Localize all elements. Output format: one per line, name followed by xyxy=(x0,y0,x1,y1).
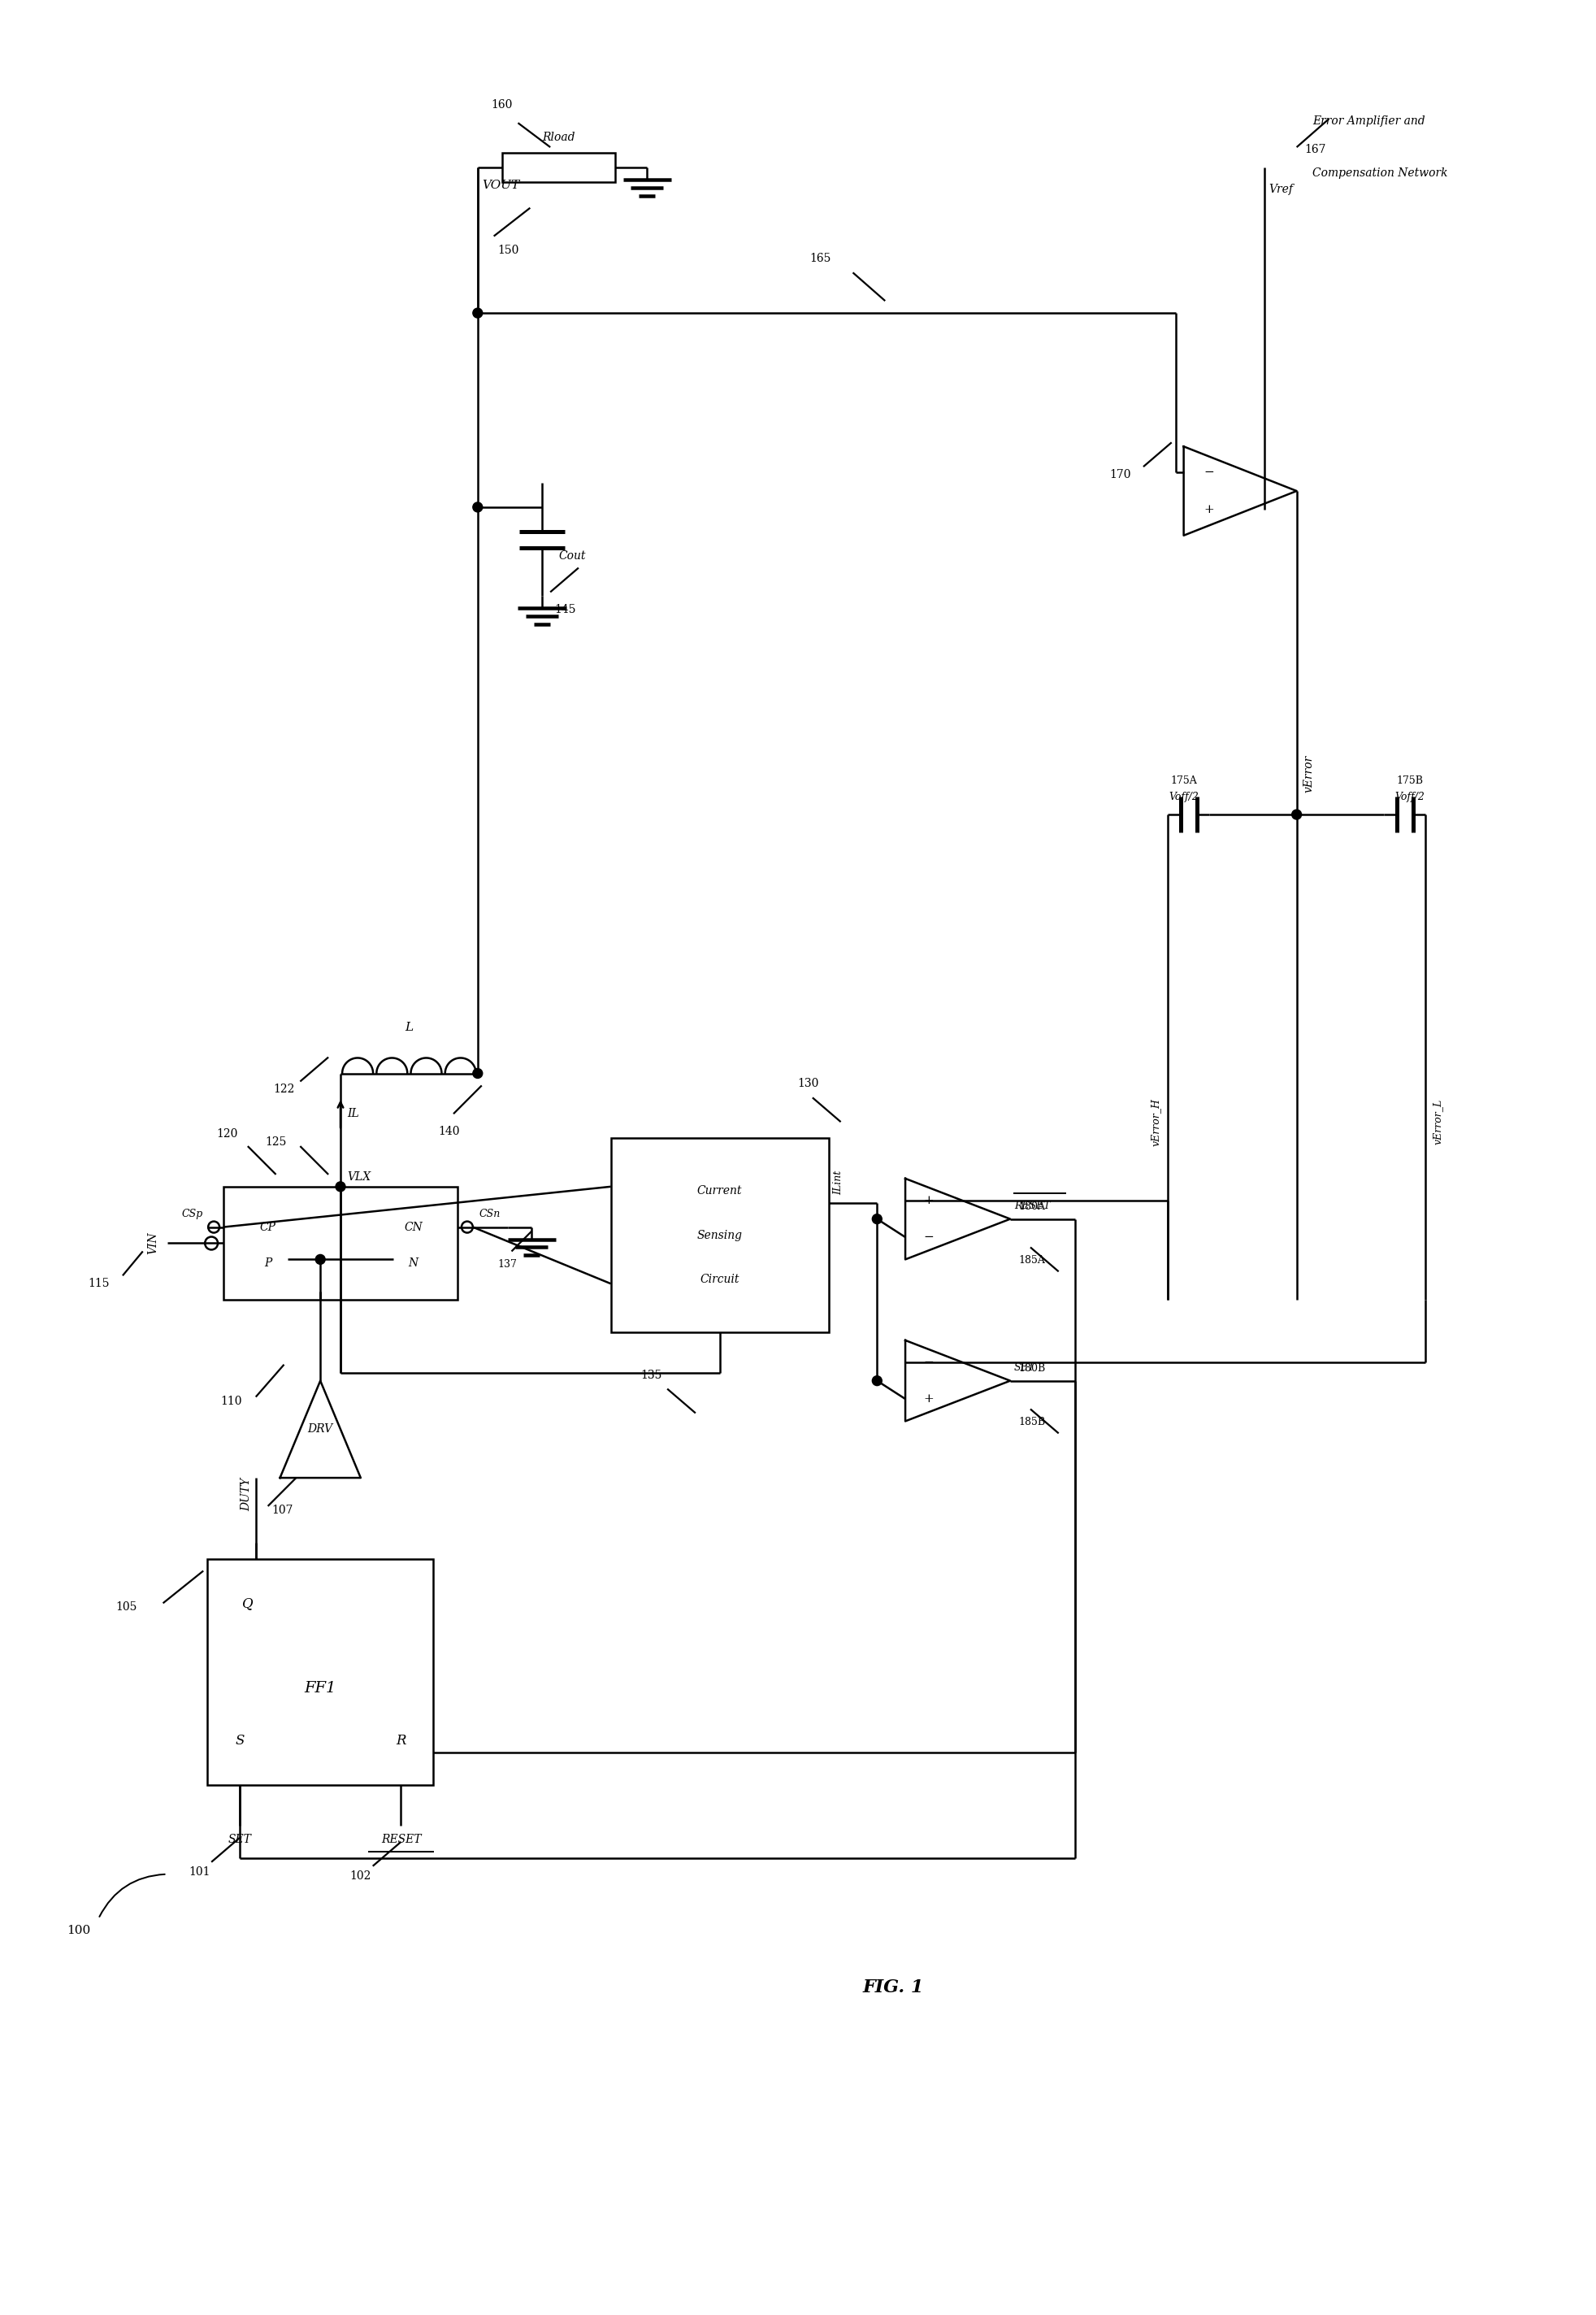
Text: 180B: 180B xyxy=(1018,1364,1045,1373)
Text: IL: IL xyxy=(346,1109,359,1120)
Text: SET: SET xyxy=(228,1833,252,1845)
Text: VOUT: VOUT xyxy=(482,181,519,190)
Text: 167: 167 xyxy=(1304,144,1326,155)
Circle shape xyxy=(1291,810,1301,820)
Text: 140: 140 xyxy=(439,1125,460,1137)
Text: Rload: Rload xyxy=(543,132,575,144)
Text: FIG. 1: FIG. 1 xyxy=(862,1979,924,1996)
Text: SET: SET xyxy=(1013,1361,1036,1373)
Text: L: L xyxy=(405,1021,413,1032)
Text: 185A: 185A xyxy=(1018,1255,1045,1266)
Circle shape xyxy=(335,1181,345,1192)
Circle shape xyxy=(472,1070,482,1079)
Text: Current: Current xyxy=(697,1185,742,1197)
Text: +: + xyxy=(924,1195,934,1206)
Text: CN: CN xyxy=(404,1222,423,1234)
Text: 125: 125 xyxy=(265,1137,287,1148)
Text: −: − xyxy=(924,1357,934,1368)
Text: 102: 102 xyxy=(350,1871,372,1882)
Text: +: + xyxy=(924,1394,934,1405)
Text: vError_H: vError_H xyxy=(1151,1097,1162,1146)
Text: 122: 122 xyxy=(273,1083,295,1095)
Circle shape xyxy=(316,1255,326,1264)
Circle shape xyxy=(873,1375,883,1387)
Circle shape xyxy=(873,1213,883,1225)
Text: +: + xyxy=(1203,505,1215,516)
Text: RESET: RESET xyxy=(381,1833,421,1845)
Text: 105: 105 xyxy=(117,1602,137,1614)
Text: Voff/2: Voff/2 xyxy=(1168,792,1199,803)
Text: 150: 150 xyxy=(498,245,519,255)
Text: 185B: 185B xyxy=(1018,1417,1045,1428)
Text: 175A: 175A xyxy=(1170,776,1197,787)
Text: 165: 165 xyxy=(809,252,832,264)
Text: −: − xyxy=(1203,468,1215,477)
Text: 110: 110 xyxy=(220,1396,243,1408)
Text: VLX: VLX xyxy=(346,1171,370,1183)
Text: P: P xyxy=(263,1257,271,1269)
Text: 137: 137 xyxy=(498,1259,517,1271)
Text: 100: 100 xyxy=(67,1926,89,1935)
Text: Sensing: Sensing xyxy=(697,1229,742,1241)
FancyArrowPatch shape xyxy=(99,1875,164,1917)
Text: Voff/2: Voff/2 xyxy=(1395,792,1425,803)
Bar xyxy=(207,1558,433,1785)
Text: 130: 130 xyxy=(798,1079,819,1090)
Circle shape xyxy=(472,502,482,512)
Text: 145: 145 xyxy=(554,604,576,616)
Text: 160: 160 xyxy=(492,100,512,111)
Text: Circuit: Circuit xyxy=(701,1273,739,1285)
Text: R: R xyxy=(396,1734,405,1748)
Bar xyxy=(611,1139,828,1331)
Text: VIN: VIN xyxy=(147,1232,160,1255)
Text: Cout: Cout xyxy=(559,551,586,560)
Text: Error Amplifier and: Error Amplifier and xyxy=(1314,116,1425,127)
Bar xyxy=(501,153,614,183)
Circle shape xyxy=(472,308,482,317)
Text: −: − xyxy=(924,1232,934,1243)
Text: Q: Q xyxy=(243,1597,254,1611)
Text: FF1: FF1 xyxy=(305,1681,337,1695)
Text: 175B: 175B xyxy=(1396,776,1424,787)
Text: Compensation Network: Compensation Network xyxy=(1314,167,1448,178)
Text: RESET: RESET xyxy=(1013,1199,1050,1211)
Text: 135: 135 xyxy=(640,1370,662,1380)
Text: CSn: CSn xyxy=(479,1208,501,1220)
Text: 120: 120 xyxy=(217,1127,238,1139)
Text: vError: vError xyxy=(1302,755,1315,792)
Text: ILint: ILint xyxy=(833,1169,843,1195)
Text: 115: 115 xyxy=(88,1278,109,1289)
Text: DRV: DRV xyxy=(308,1424,334,1435)
Text: 107: 107 xyxy=(271,1505,294,1516)
Text: 170: 170 xyxy=(1109,470,1132,482)
Text: vError_L: vError_L xyxy=(1432,1100,1443,1146)
Text: N: N xyxy=(409,1257,418,1269)
Text: 180A: 180A xyxy=(1018,1201,1045,1213)
Text: DUTY: DUTY xyxy=(241,1477,252,1512)
Text: CP: CP xyxy=(260,1222,276,1234)
Text: CSp: CSp xyxy=(182,1208,203,1220)
Text: Vref: Vref xyxy=(1269,183,1293,194)
Bar xyxy=(223,1188,458,1299)
Text: 101: 101 xyxy=(188,1866,211,1877)
Text: S: S xyxy=(235,1734,244,1748)
